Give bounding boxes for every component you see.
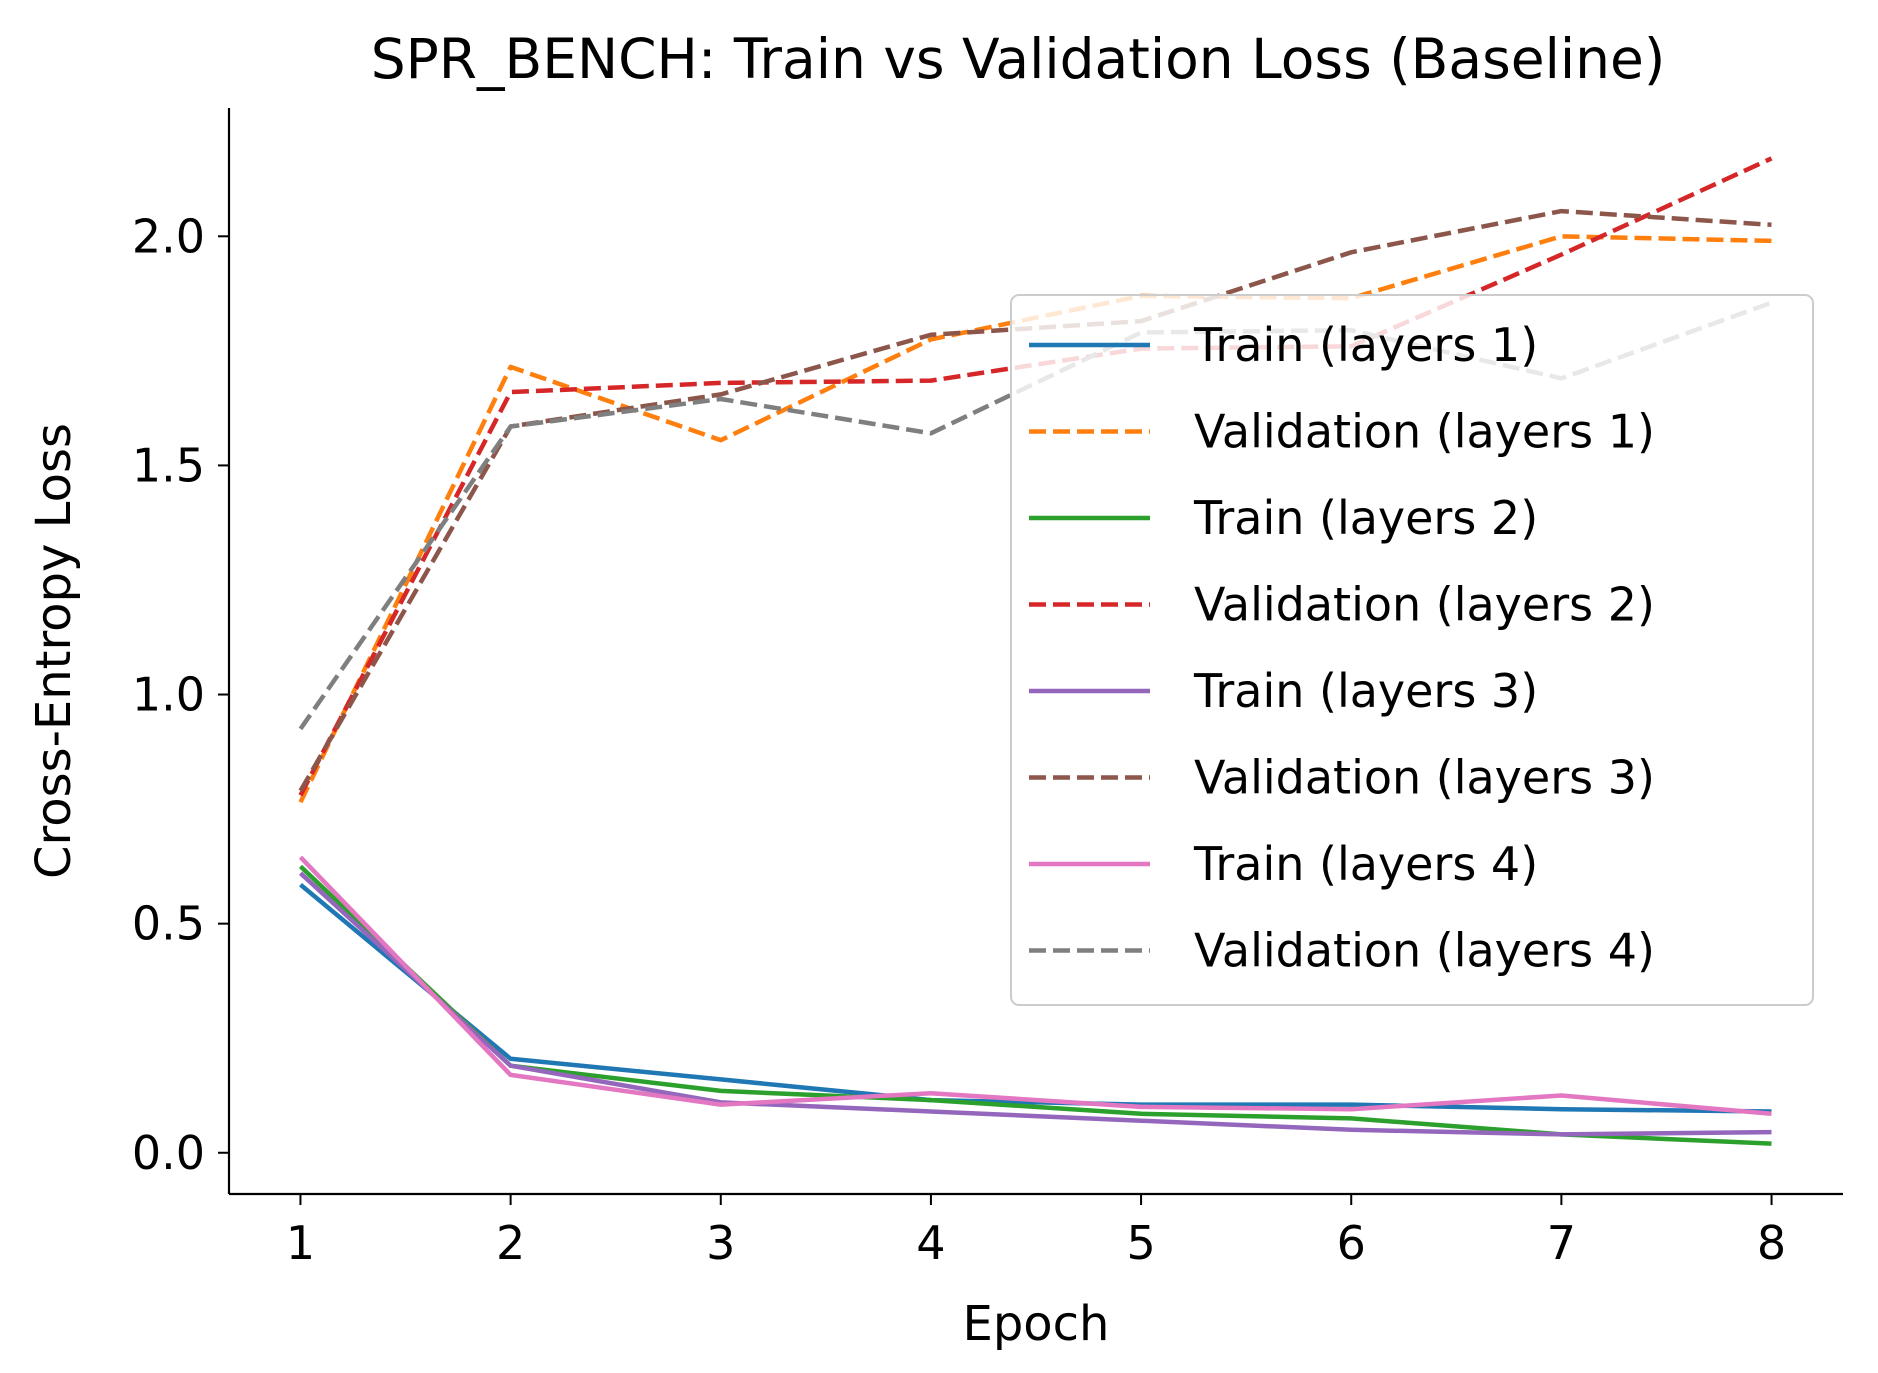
- y-tick-label: 1.5: [132, 438, 205, 492]
- y-ticks: 0.0 0.5 1.0 1.5 2.0: [132, 209, 229, 1180]
- legend: Train (layers 1) Validation (layers 1) Tra…: [1010, 294, 1814, 1006]
- x-tick-label: 2: [496, 1216, 525, 1270]
- legend-box: [1010, 294, 1814, 1006]
- y-tick-label: 1.0: [132, 668, 205, 722]
- series-line-train-layers-1: [299, 882, 1772, 1114]
- x-tick-label: 3: [706, 1216, 735, 1270]
- chart-title: SPR_BENCH: Train vs Validation Loss (Bas…: [371, 27, 1666, 91]
- legend-label-train-layers-3: Train (layers 3): [1193, 664, 1538, 718]
- series-line-train-layers-3: [298, 871, 1772, 1137]
- legend-label-validation-layers-3: Validation (layers 3): [1194, 751, 1655, 805]
- legend-label-train-layers-1: Train (layers 1): [1193, 318, 1538, 372]
- x-tick-label: 8: [1757, 1216, 1786, 1270]
- y-tick-label: 0.5: [132, 897, 205, 951]
- x-tick-label: 7: [1547, 1216, 1576, 1270]
- x-ticks: 1 2 3 4 5 6 7 8: [286, 1194, 1786, 1270]
- y-axis-label: Cross-Entropy Loss: [26, 423, 82, 879]
- series-line-validation-layers-2: [298, 156, 1773, 797]
- legend-label-validation-layers-4: Validation (layers 4): [1194, 924, 1655, 978]
- legend-label-validation-layers-1: Validation (layers 1): [1194, 405, 1655, 459]
- x-tick-label: 4: [916, 1216, 945, 1270]
- legend-label-validation-layers-2: Validation (layers 2): [1194, 578, 1655, 632]
- legend-label-train-layers-4: Train (layers 4): [1193, 837, 1538, 891]
- y-tick-label: 0.0: [132, 1126, 205, 1180]
- y-tick-label: 2.0: [132, 209, 205, 263]
- series-line-train-layers-4: [298, 855, 1772, 1117]
- x-axis-label: Epoch: [963, 1296, 1110, 1352]
- x-tick-label: 1: [286, 1216, 315, 1270]
- x-tick-label: 6: [1337, 1216, 1366, 1270]
- x-tick-label: 5: [1126, 1216, 1155, 1270]
- legend-label-train-layers-2: Train (layers 2): [1193, 491, 1538, 545]
